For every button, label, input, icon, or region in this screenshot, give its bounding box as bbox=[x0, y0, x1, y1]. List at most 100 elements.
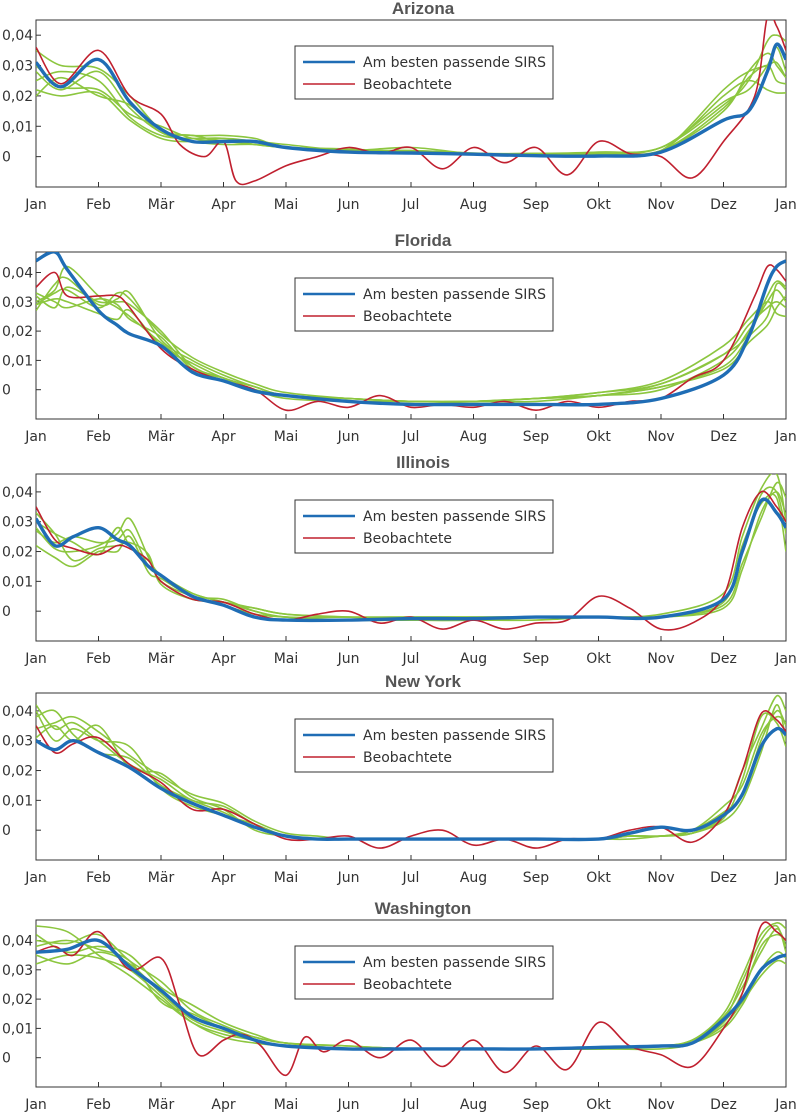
y-tick-label: 0 bbox=[2, 1051, 11, 1067]
y-tick-label: 0,02 bbox=[2, 545, 33, 561]
series-group bbox=[36, 252, 786, 412]
x-tick-label: Dez bbox=[710, 651, 737, 667]
y-tick-label: 0,01 bbox=[2, 119, 33, 135]
x-tick-label: Apr bbox=[211, 429, 235, 445]
x-tick-label: Apr bbox=[211, 197, 235, 213]
best-fit-line bbox=[36, 42, 786, 158]
panel-title: Florida bbox=[395, 231, 452, 250]
ensemble-line bbox=[36, 491, 786, 619]
x-tick-label: Okt bbox=[586, 429, 611, 445]
y-tick-label: 0,01 bbox=[2, 353, 33, 369]
observed-line bbox=[36, 710, 786, 849]
y-tick-label: 0,03 bbox=[2, 963, 33, 979]
y-tick-label: 0,04 bbox=[2, 934, 33, 950]
y-tick-label: 0,04 bbox=[2, 485, 33, 501]
x-tick-label: Apr bbox=[211, 870, 235, 886]
y-tick-label: 0 bbox=[2, 604, 11, 620]
legend-box bbox=[294, 718, 554, 773]
x-tick-label: Mai bbox=[274, 870, 299, 886]
y-tick-label: 0,04 bbox=[2, 704, 33, 720]
legend-label-observed: Beobachtete bbox=[363, 309, 452, 325]
y-tick-label: 0 bbox=[2, 383, 11, 399]
panel-new-york: New York 0,04 0,03 0,02 0,01 0 Jan Feb Mär Apr Mai… bbox=[2, 672, 797, 886]
series-group bbox=[36, 20, 786, 186]
legend-box bbox=[294, 45, 554, 100]
x-tick-label: Sep bbox=[523, 429, 550, 445]
observed-line bbox=[36, 264, 786, 412]
panel-washington: Washington 0,04 0,03 0,02 0,01 0 Jan Feb Mär Apr M… bbox=[2, 899, 797, 1113]
x-tick-label: Mai bbox=[274, 429, 299, 445]
y-tick-label: 0,03 bbox=[2, 734, 33, 750]
x-tick-label: Okt bbox=[586, 197, 611, 213]
x-tick-label: Mär bbox=[148, 429, 175, 445]
x-tick-label: Sep bbox=[523, 197, 550, 213]
x-tick-label: Feb bbox=[86, 429, 111, 445]
y-tick-label: 0,02 bbox=[2, 764, 33, 780]
panel-arizona: Arizona 0,04 0,03 0,02 0,01 0 Jan Feb Mär Apr Mai J… bbox=[2, 0, 797, 213]
x-tick-label: Nov bbox=[647, 870, 674, 886]
x-tick-label: Dez bbox=[710, 1097, 737, 1113]
legend-label-observed: Beobachtete bbox=[363, 977, 452, 993]
x-tick-label: Jan bbox=[774, 1097, 797, 1113]
x-tick-label: Jan bbox=[774, 651, 797, 667]
x-tick-label: Mai bbox=[274, 651, 299, 667]
x-tick-label: Jan bbox=[774, 870, 797, 886]
y-tick-label: 0 bbox=[2, 150, 11, 166]
x-tick-label: Jun bbox=[337, 1097, 360, 1113]
x-tick-label: Apr bbox=[211, 1097, 235, 1113]
y-tick-label: 0 bbox=[2, 823, 11, 839]
y-tick-label: 0,02 bbox=[2, 89, 33, 105]
x-tick-label: Jun bbox=[337, 197, 360, 213]
observed-line bbox=[36, 921, 786, 1077]
best-fit-line bbox=[36, 938, 786, 1051]
x-tick-label: Mär bbox=[148, 1097, 175, 1113]
x-tick-label: Jul bbox=[402, 429, 420, 445]
x-tick-label: Jan bbox=[24, 870, 47, 886]
x-tick-label: Jun bbox=[337, 429, 360, 445]
legend-label-fit: Am besten passende SIRS bbox=[363, 509, 546, 525]
legend-box bbox=[294, 277, 554, 332]
x-tick-label: Jul bbox=[402, 870, 420, 886]
panel-title: Illinois bbox=[396, 453, 450, 472]
series-group bbox=[36, 694, 786, 849]
x-tick-label: Sep bbox=[523, 651, 550, 667]
panel-title: Arizona bbox=[392, 0, 455, 18]
x-tick-label: Aug bbox=[460, 651, 487, 667]
x-tick-label: Mai bbox=[274, 1097, 299, 1113]
x-tick-label: Apr bbox=[211, 651, 235, 667]
x-tick-label: Dez bbox=[710, 429, 737, 445]
y-tick-label: 0,03 bbox=[2, 515, 33, 531]
x-tick-label: Jan bbox=[774, 429, 797, 445]
x-tick-label: Jul bbox=[402, 1097, 420, 1113]
x-tick-label: Okt bbox=[586, 651, 611, 667]
x-tick-label: Nov bbox=[647, 651, 674, 667]
x-tick-label: Jul bbox=[402, 651, 420, 667]
best-fit-line bbox=[36, 252, 786, 407]
x-tick-label: Nov bbox=[647, 197, 674, 213]
panel-illinois: Illinois 0,04 0,03 0,02 0,01 0 Jan Feb Mär Apr Mai… bbox=[2, 453, 797, 667]
x-tick-label: Feb bbox=[86, 197, 111, 213]
y-tick-label: 0,02 bbox=[2, 324, 33, 340]
x-tick-label: Nov bbox=[647, 1097, 674, 1113]
x-tick-label: Jan bbox=[24, 197, 47, 213]
panel-title: Washington bbox=[375, 899, 472, 918]
x-tick-label: Aug bbox=[460, 870, 487, 886]
x-tick-label: Jul bbox=[402, 197, 420, 213]
best-fit-line bbox=[36, 497, 786, 623]
legend: Am besten passende SIRS Beobachtete bbox=[294, 45, 554, 100]
legend-label-fit: Am besten passende SIRS bbox=[363, 955, 546, 971]
legend: Am besten passende SIRS Beobachtete bbox=[294, 277, 554, 332]
x-tick-label: Mär bbox=[148, 651, 175, 667]
x-tick-label: Jan bbox=[24, 1097, 47, 1113]
y-tick-label: 0,03 bbox=[2, 59, 33, 75]
x-tick-label: Mär bbox=[148, 870, 175, 886]
plot-frame bbox=[35, 19, 787, 188]
panel-florida: Florida 0,04 0,03 0,02 0,01 0 Jan Feb Mär Apr Mai J… bbox=[2, 231, 797, 445]
legend-label-observed: Beobachtete bbox=[363, 531, 452, 547]
best-fit-line bbox=[36, 726, 786, 842]
x-tick-label: Aug bbox=[460, 1097, 487, 1113]
x-tick-label: Aug bbox=[460, 429, 487, 445]
x-tick-label: Sep bbox=[523, 870, 550, 886]
y-tick-label: 0,03 bbox=[2, 295, 33, 311]
